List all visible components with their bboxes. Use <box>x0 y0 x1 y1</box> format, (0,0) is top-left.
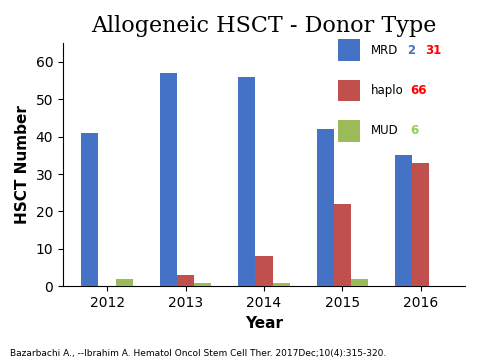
Text: Bazarbachi A., --Ibrahim A. Hematol Oncol Stem Cell Ther. 2017Dec;10(4):315-320.: Bazarbachi A., --Ibrahim A. Hematol Onco… <box>10 349 386 358</box>
Bar <box>116 279 133 286</box>
Text: 6: 6 <box>411 124 419 137</box>
Bar <box>273 283 290 286</box>
Bar <box>160 73 177 286</box>
Text: 2: 2 <box>407 44 415 57</box>
X-axis label: Year: Year <box>245 316 283 330</box>
Text: MUD: MUD <box>371 124 398 137</box>
Bar <box>238 77 255 286</box>
Bar <box>81 133 98 286</box>
Text: 31: 31 <box>425 44 441 57</box>
Bar <box>395 156 412 286</box>
Bar <box>338 120 360 141</box>
Bar <box>412 163 430 286</box>
Bar <box>338 80 360 102</box>
Text: MRD: MRD <box>371 44 398 57</box>
Text: haplo: haplo <box>371 84 403 97</box>
Bar <box>255 256 273 286</box>
Bar <box>177 275 194 286</box>
Title: Allogeneic HSCT - Donor Type: Allogeneic HSCT - Donor Type <box>91 15 437 37</box>
Bar <box>316 129 334 286</box>
Y-axis label: HSCT Number: HSCT Number <box>15 105 30 224</box>
Bar <box>351 279 368 286</box>
Bar <box>334 204 351 286</box>
Bar <box>338 40 360 61</box>
Text: 66: 66 <box>411 84 427 97</box>
Bar <box>194 283 211 286</box>
